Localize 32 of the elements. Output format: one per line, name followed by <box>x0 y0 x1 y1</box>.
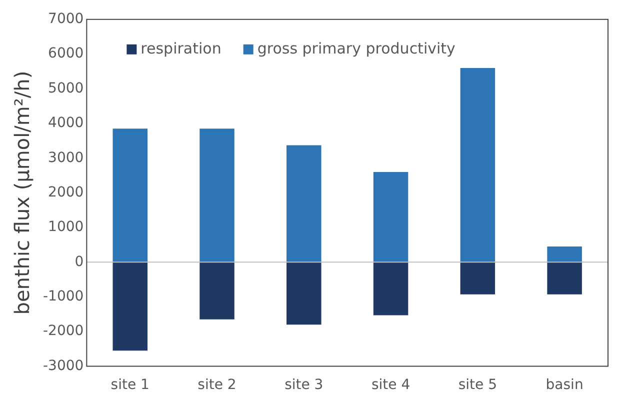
bar <box>547 262 582 294</box>
bar <box>112 128 148 262</box>
legend-label: gross primary productivity <box>257 39 456 58</box>
legend-label: respiration <box>140 39 222 58</box>
bar <box>373 172 408 262</box>
y-tick-label: 4000 <box>48 115 84 132</box>
y-tick-label: 1000 <box>48 219 84 236</box>
bar <box>286 145 322 262</box>
x-tick-label: site 2 <box>198 377 236 394</box>
x-tick-label: site 4 <box>371 377 410 394</box>
x-tick-label: basin <box>546 377 584 394</box>
bar <box>547 246 582 262</box>
y-tick-label: 5000 <box>48 80 84 96</box>
y-tick-label: 2000 <box>48 184 84 200</box>
y-tick-label: 3000 <box>48 150 84 166</box>
bar <box>200 128 234 262</box>
y-tick-label: 0 <box>74 254 84 270</box>
bar <box>286 262 322 325</box>
bar <box>112 262 148 351</box>
x-tick-label: site 3 <box>284 377 324 394</box>
y-tick-label: 6000 <box>48 46 84 62</box>
y-axis-title: benthic flux (µmol/m²/h) <box>10 70 34 315</box>
y-tick-label: -3000 <box>42 358 84 374</box>
x-tick-label: site 5 <box>458 377 497 394</box>
x-tick-label: site 1 <box>110 377 150 394</box>
bar <box>460 68 496 262</box>
y-tick-label: -1000 <box>42 288 84 304</box>
bar <box>200 262 234 320</box>
y-tick-label: -2000 <box>42 323 84 340</box>
bar <box>373 262 408 316</box>
y-tick-label: 7000 <box>48 11 84 28</box>
bar <box>460 262 496 294</box>
